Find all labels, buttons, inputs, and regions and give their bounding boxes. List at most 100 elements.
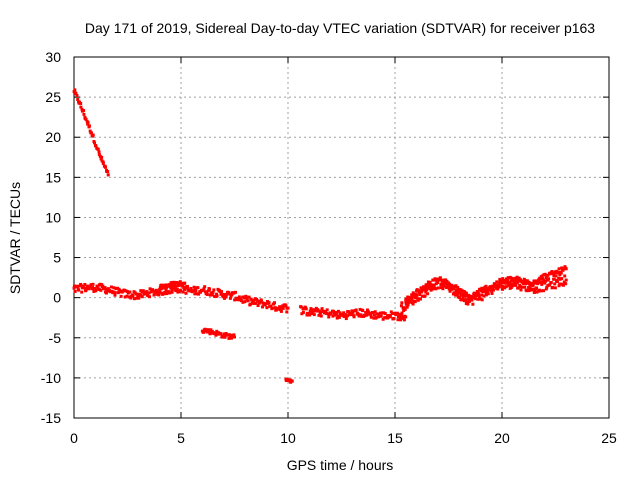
data-point (404, 315, 408, 319)
data-point (116, 291, 120, 295)
data-point (515, 281, 519, 285)
data-point (223, 335, 227, 339)
data-point (309, 307, 313, 311)
y-tick-label: -5 (49, 330, 62, 346)
data-point (128, 290, 132, 294)
data-segment (72, 88, 110, 177)
data-point (158, 286, 162, 290)
data-point (135, 296, 139, 300)
data-point (431, 287, 435, 291)
data-point (550, 285, 554, 289)
data-point (197, 292, 201, 296)
x-tick-label: 0 (70, 430, 78, 446)
data-point (463, 294, 467, 298)
y-tick-label: -15 (41, 410, 61, 426)
data-point (411, 291, 415, 295)
data-point (519, 288, 523, 292)
data-point (545, 285, 549, 289)
data-point (439, 286, 443, 290)
data-point (404, 297, 408, 301)
data-point (148, 295, 152, 299)
data-point (350, 313, 354, 317)
data-point (380, 311, 384, 315)
data-point (395, 311, 399, 315)
data-point (260, 305, 264, 309)
data-point (86, 121, 90, 125)
data-point (399, 304, 403, 308)
data-point (104, 291, 108, 295)
data-point (406, 300, 410, 304)
data-point (93, 286, 97, 290)
data-point (172, 280, 176, 284)
data-point (84, 117, 88, 121)
data-point (285, 310, 289, 314)
data-point (335, 312, 339, 316)
data-point (215, 329, 219, 333)
data-point (85, 284, 89, 288)
data-point (560, 277, 564, 281)
data-point (479, 289, 483, 293)
data-point (87, 287, 91, 291)
data-point (487, 287, 491, 291)
data-point (480, 293, 484, 297)
data-point (516, 286, 520, 290)
data-point (319, 310, 323, 314)
data-point (434, 278, 438, 282)
data-point (506, 281, 510, 285)
data-point (465, 300, 469, 304)
data-point (422, 288, 426, 292)
data-point (228, 296, 232, 300)
data-point (79, 283, 83, 287)
x-tick-label: 10 (280, 430, 296, 446)
data-point (87, 124, 91, 128)
data-point (413, 300, 417, 304)
data-point (464, 291, 468, 295)
data-point (83, 282, 87, 286)
data-point (84, 288, 88, 292)
data-point (269, 304, 273, 308)
data-point (503, 281, 507, 285)
data-point (96, 147, 100, 151)
data-point (350, 309, 354, 313)
data-point (271, 306, 275, 310)
data-point (220, 290, 224, 294)
data-point (476, 291, 480, 295)
data-point (243, 300, 247, 304)
data-point (265, 306, 269, 310)
data-point (73, 289, 77, 293)
data-point (390, 312, 394, 316)
data-point (230, 293, 234, 297)
data-point (371, 311, 375, 315)
data-segment (72, 282, 290, 314)
data-point (210, 293, 214, 297)
data-point (359, 313, 363, 317)
data-point (408, 297, 412, 301)
data-point (558, 273, 562, 277)
data-point (448, 289, 452, 293)
data-segment (158, 280, 189, 291)
data-point (161, 292, 165, 296)
data-point (299, 305, 303, 309)
data-point (168, 291, 172, 295)
data-point (497, 285, 501, 289)
data-point (157, 293, 161, 297)
data-point (167, 284, 171, 288)
data-point (424, 283, 428, 287)
data-point (179, 288, 183, 292)
data-point (414, 296, 418, 300)
data-point (482, 294, 486, 298)
data-point (434, 287, 438, 291)
data-point (142, 292, 146, 296)
data-point (154, 290, 158, 294)
data-point (485, 292, 489, 296)
data-point (363, 313, 367, 317)
data-point (549, 281, 553, 285)
data-point (531, 282, 535, 286)
data-point (106, 170, 110, 174)
data-point (226, 333, 230, 337)
data-point (101, 284, 105, 288)
data-point (208, 287, 212, 291)
data-point (245, 297, 249, 301)
data-point (556, 271, 560, 275)
